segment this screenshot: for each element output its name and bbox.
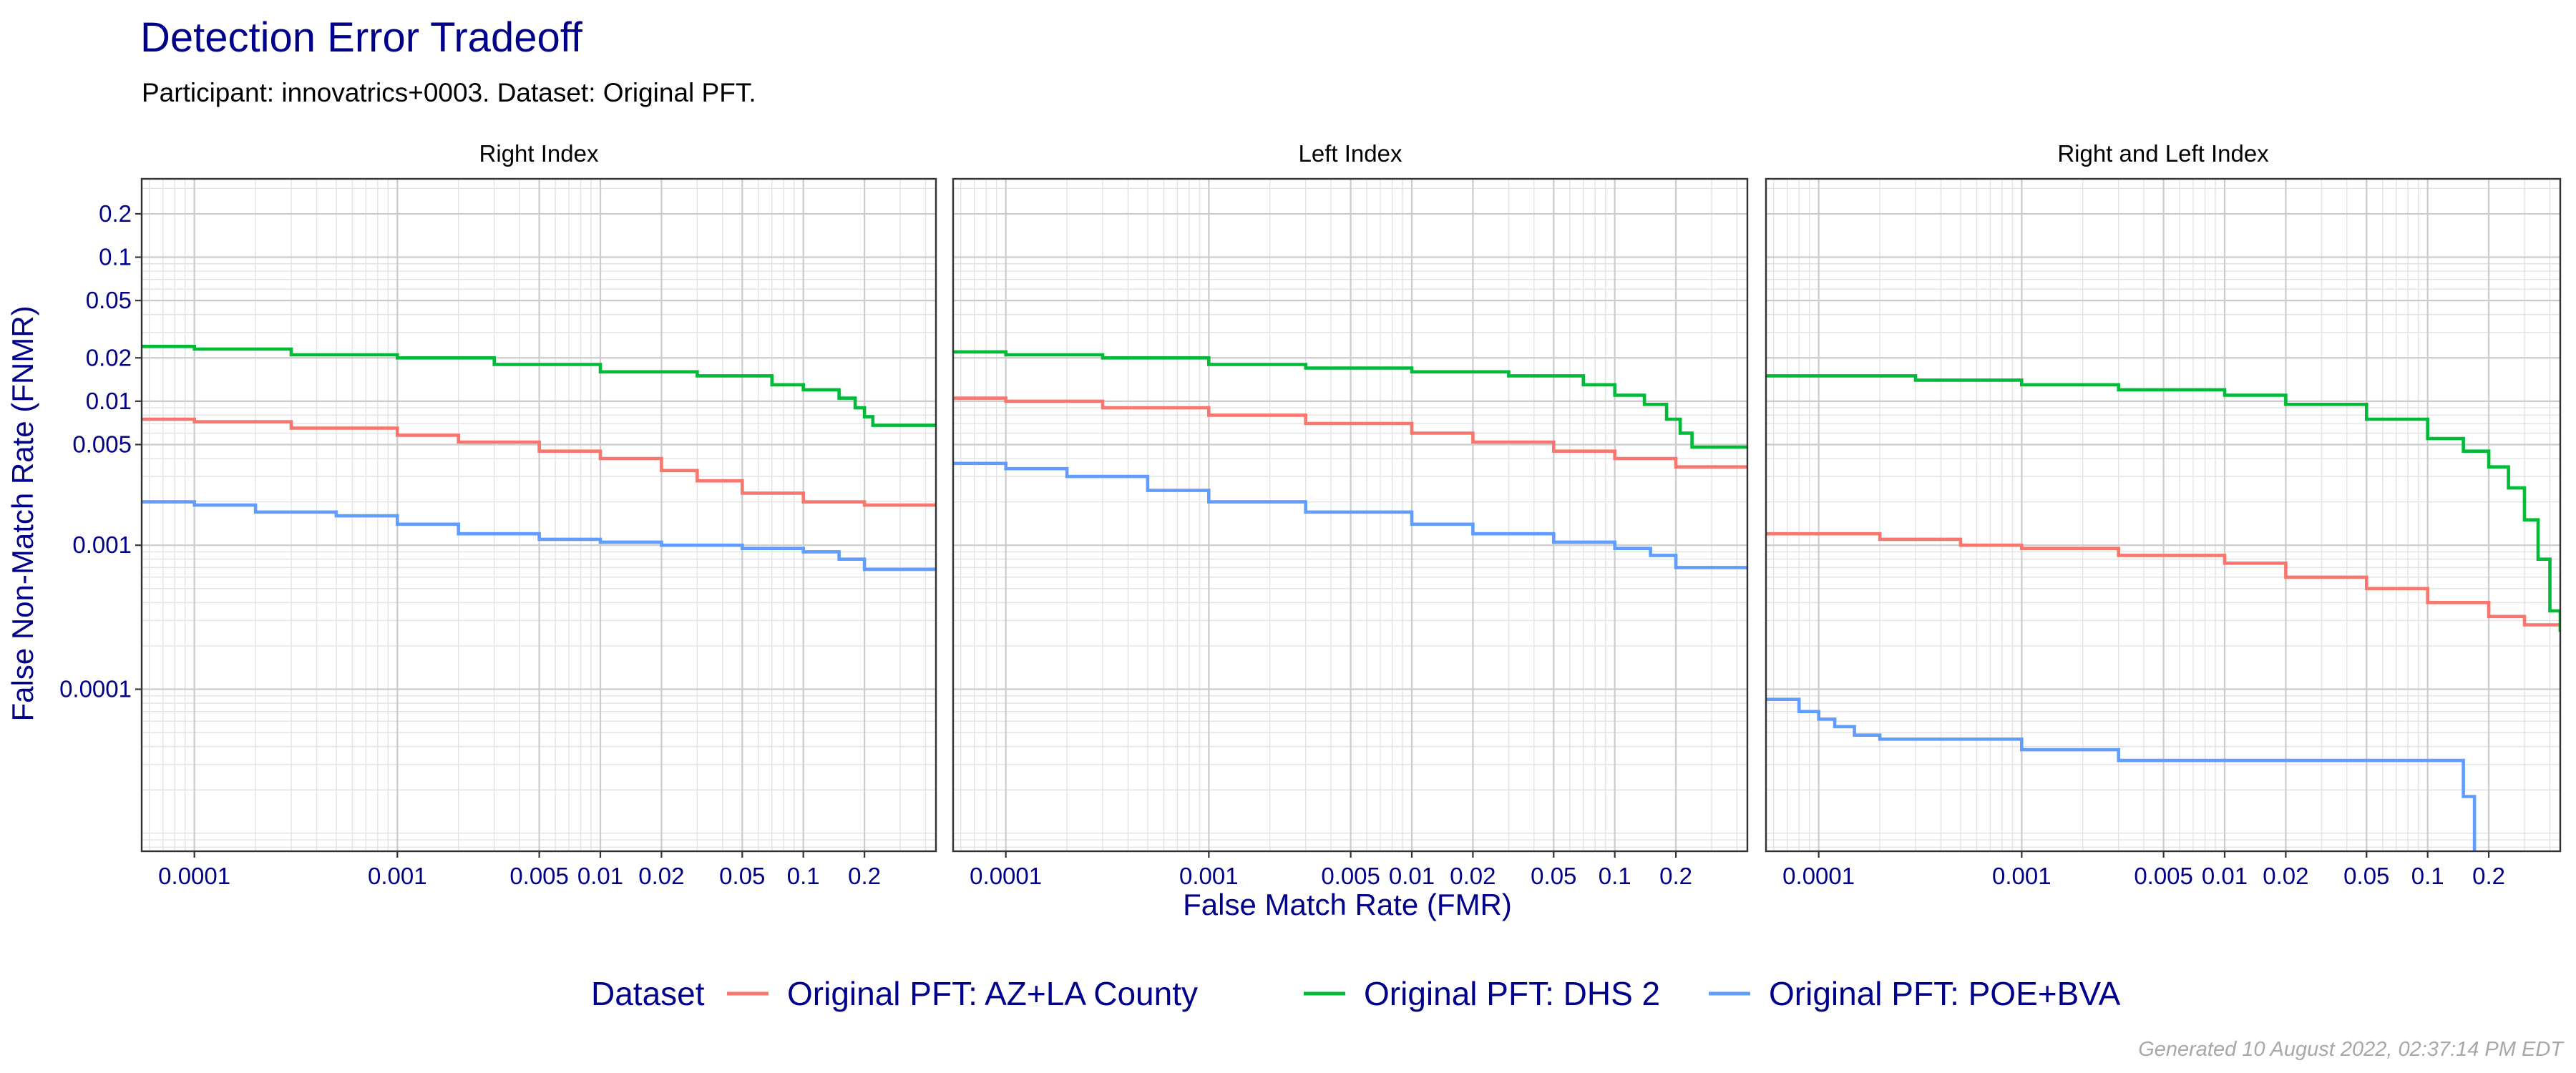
- panel-grid: [1766, 179, 2560, 851]
- x-tick-label: 0.005: [1321, 863, 1380, 889]
- y-tick-label: 0.005: [72, 431, 132, 457]
- panel-1: Right Index 0.0001 0.001 0.005 0.01 0.02 0.05 0…: [59, 140, 937, 889]
- chart-title: Detection Error Tradeoff: [140, 14, 583, 61]
- panel-title: Right and Left Index: [2057, 140, 2269, 167]
- x-tick-label: 0.05: [719, 863, 765, 889]
- legend-item: Original PFT: AZ+LA County: [727, 975, 1198, 1012]
- series-line: [142, 345, 936, 427]
- legend: Dataset Original PFT: AZ+LA County Origin…: [591, 975, 2121, 1012]
- y-tick-label: 0.1: [99, 244, 132, 270]
- legend-label: Original PFT: AZ+LA County: [787, 975, 1198, 1012]
- y-tick-label: 0.2: [99, 200, 132, 227]
- series-line: [1766, 531, 2560, 632]
- panel-series: [953, 350, 1747, 569]
- x-tick-label: 0.01: [577, 863, 623, 889]
- series-line: [953, 350, 1747, 449]
- x-tick-label: 0.2: [848, 863, 881, 889]
- x-tick-label: 0.1: [2411, 863, 2444, 889]
- generated-caption: Generated 10 August 2022, 02:37:14 PM ED…: [2138, 1038, 2565, 1061]
- x-tick-label: 0.2: [1659, 863, 1692, 889]
- series-line: [953, 396, 1747, 469]
- x-tick-label: 0.05: [2343, 863, 2389, 889]
- series-line: [1766, 697, 2477, 851]
- x-tick-label: 0.01: [2202, 863, 2248, 889]
- x-tick-label: 0.001: [368, 863, 427, 889]
- x-axis-title: False Match Rate (FMR): [1183, 888, 1512, 921]
- x-tick-label: 0.02: [2263, 863, 2308, 889]
- x-tick-label: 0.02: [638, 863, 684, 889]
- x-tick-label: 0.01: [1389, 863, 1435, 889]
- panel-series: [1766, 374, 2560, 851]
- x-tick-label: 0.005: [509, 863, 569, 889]
- y-tick-label: 0.05: [86, 287, 132, 313]
- x-tick-label: 0.2: [2472, 863, 2505, 889]
- panel-series: [142, 345, 936, 572]
- chart-subtitle: Participant: innovatrics+0003. Dataset: …: [142, 78, 756, 107]
- panel-3: Right and Left Index 0.0001 0.001 0.005 0.01…: [1765, 140, 2562, 889]
- x-tick-label: 0.02: [1450, 863, 1496, 889]
- x-tick-label: 0.005: [2134, 863, 2193, 889]
- x-tick-label: 0.0001: [970, 863, 1042, 889]
- legend-title: Dataset: [591, 975, 705, 1012]
- panel-title: Right Index: [479, 140, 599, 167]
- x-tick-label: 0.0001: [158, 863, 230, 889]
- legend-label: Original PFT: DHS 2: [1364, 975, 1660, 1012]
- y-tick-label: 0.001: [72, 531, 132, 558]
- panels: Right Index 0.0001 0.001 0.005 0.01 0.02 0.05 0…: [59, 140, 2562, 889]
- x-tick-label: 0.001: [1992, 863, 2051, 889]
- x-tick-label: 0.0001: [1782, 863, 1855, 889]
- y-tick-label: 0.02: [86, 344, 132, 371]
- series-line: [953, 461, 1747, 569]
- panel-grid: [953, 179, 1747, 851]
- series-line: [142, 417, 936, 507]
- panel-2: Left Index 0.0001 0.001 0.005 0.01 0.02 0.05 0.…: [952, 140, 1749, 889]
- panel-grid: [142, 179, 936, 851]
- y-tick-label: 0.01: [86, 388, 132, 414]
- x-tick-label: 0.1: [787, 863, 820, 889]
- y-tick-label: 0.0001: [59, 676, 132, 702]
- x-tick-label: 0.1: [1599, 863, 1631, 889]
- series-line: [1766, 374, 2560, 632]
- legend-label: Original PFT: POE+BVA: [1769, 975, 2121, 1012]
- x-tick-label: 0.05: [1531, 863, 1576, 889]
- legend-item: Original PFT: POE+BVA: [1709, 975, 2121, 1012]
- y-axis-title: False Non-Match Rate (FNMR): [6, 305, 39, 721]
- series-line: [142, 500, 936, 572]
- x-tick-label: 0.001: [1179, 863, 1239, 889]
- panel-title: Left Index: [1299, 140, 1402, 167]
- legend-item: Original PFT: DHS 2: [1304, 975, 1660, 1012]
